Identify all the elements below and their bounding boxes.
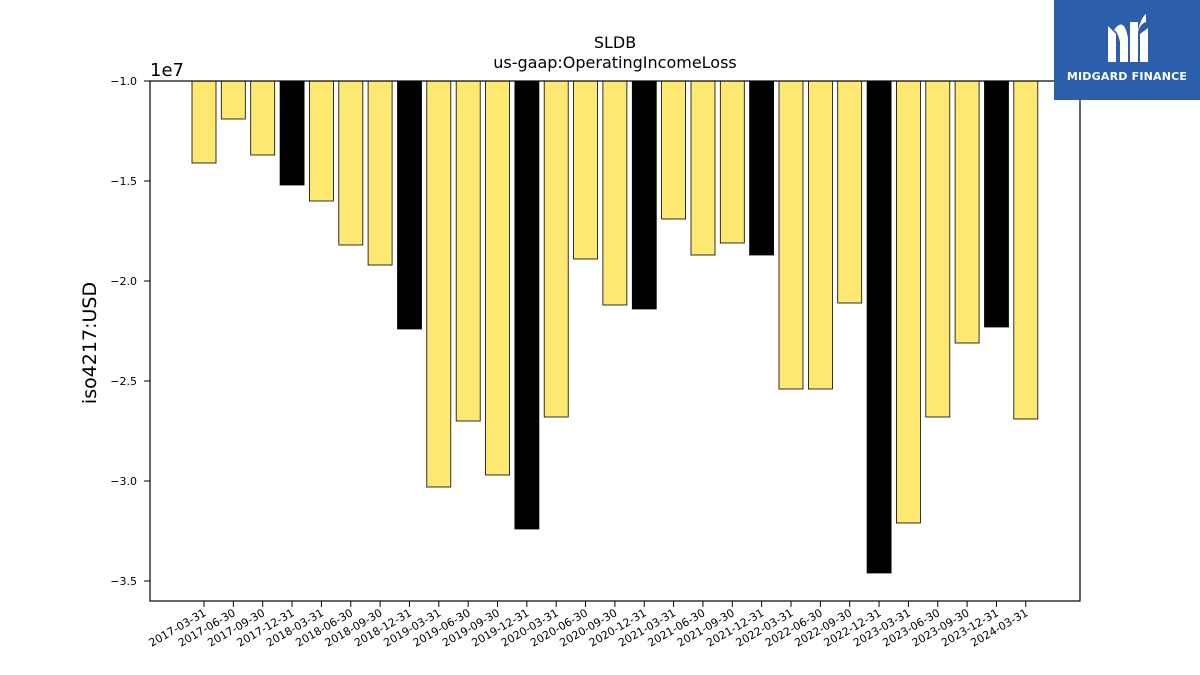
bar	[485, 80, 510, 476]
bar	[514, 80, 540, 530]
bar	[455, 80, 481, 422]
y-tick-label: −2.5	[110, 375, 137, 388]
y-tick-label: −2.0	[110, 275, 137, 288]
bar	[602, 80, 628, 306]
bar	[250, 80, 276, 156]
x-ticks-group: 2017-03-312017-06-302017-09-302017-12-31…	[147, 601, 1030, 650]
bar	[367, 80, 393, 266]
bar	[719, 80, 745, 244]
bar	[573, 80, 598, 260]
bar	[338, 80, 364, 246]
bar	[308, 80, 334, 202]
bar	[749, 80, 774, 256]
bar	[984, 80, 1009, 328]
offset-label: 1e7	[150, 60, 184, 81]
bar	[220, 80, 246, 120]
bar	[837, 80, 863, 304]
chart-subtitle: us-gaap:OperatingIncomeLoss	[493, 53, 737, 72]
bar	[661, 80, 686, 220]
y-tick-label: −1.5	[110, 175, 137, 188]
bar	[631, 80, 657, 310]
bar	[397, 80, 422, 330]
bar	[279, 80, 305, 186]
brand-logo: MIDGARD FINANCE	[1054, 0, 1200, 100]
chart-title: SLDB	[594, 33, 636, 52]
bar	[690, 80, 716, 256]
y-tick-label: −3.0	[110, 475, 137, 488]
bar	[925, 80, 951, 418]
bar	[896, 80, 921, 524]
bars-group	[191, 80, 1039, 574]
y-ticks-group: −1.0 −1.5 −2.0 −2.5 −3.0 −3.5	[110, 75, 150, 588]
bar	[191, 80, 217, 164]
bar	[778, 80, 804, 390]
bar	[543, 80, 569, 418]
plot-frame	[149, 80, 1081, 602]
bar	[426, 80, 452, 488]
bar	[808, 80, 833, 390]
midgard-logo-icon	[1108, 14, 1148, 62]
bar	[954, 80, 980, 344]
brand-name: MIDGARD FINANCE	[1066, 70, 1188, 83]
y-tick-label: −3.5	[110, 575, 137, 588]
bar	[1013, 80, 1039, 420]
y-tick-label: −1.0	[110, 75, 137, 88]
y-axis-label: iso4217:USD	[79, 282, 101, 404]
bar	[866, 80, 892, 574]
